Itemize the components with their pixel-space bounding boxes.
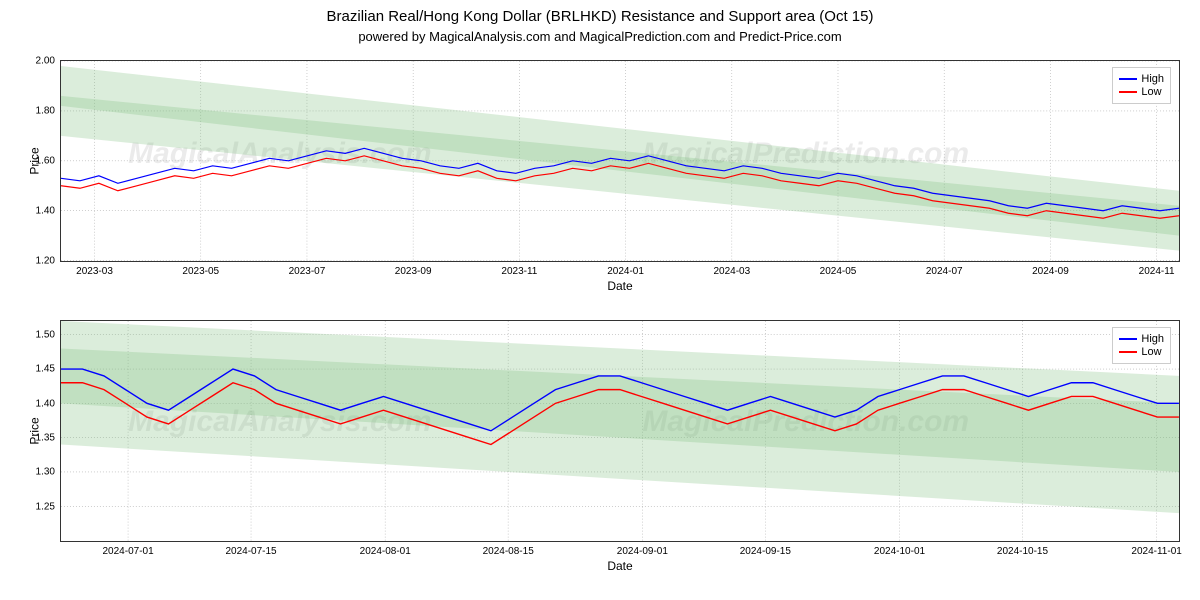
top-plot-svg — [61, 61, 1179, 261]
ytick-label: 1.30 — [36, 467, 61, 478]
top-chart: Price Date MagicalAnalysis.com MagicalPr… — [60, 60, 1180, 262]
bottom-plot-svg — [61, 321, 1179, 541]
ytick-label: 1.20 — [36, 256, 61, 267]
legend-high-row: High — [1119, 73, 1164, 85]
xtick-label: 2023-11 — [501, 266, 537, 277]
legend-low-row: Low — [1119, 86, 1164, 98]
chart-title: Brazilian Real/Hong Kong Dollar (BRLHKD)… — [0, 0, 1200, 25]
xtick-label: 2023-05 — [182, 266, 219, 277]
xtick-label: 2024-11 — [1139, 266, 1175, 277]
bottom-chart: Price Date MagicalAnalysis.com MagicalPr… — [60, 320, 1180, 542]
xtick-label: 2024-10-15 — [997, 546, 1048, 557]
ytick-label: 1.50 — [36, 329, 61, 340]
xtick-label: 2024-09-01 — [617, 546, 668, 557]
xtick-label: 2023-03 — [76, 266, 113, 277]
ytick-label: 1.45 — [36, 364, 61, 375]
ytick-label: 1.40 — [36, 206, 61, 217]
xtick-label: 2024-07-15 — [225, 546, 276, 557]
ytick-label: 1.60 — [36, 156, 61, 167]
xtick-label: 2024-11-01 — [1131, 546, 1181, 557]
legend-high-swatch — [1119, 78, 1137, 80]
xtick-label: 2024-05 — [820, 266, 857, 277]
legend-low-label: Low — [1141, 86, 1161, 98]
legend-low-swatch-2 — [1119, 351, 1137, 353]
bottom-xlabel: Date — [607, 559, 632, 573]
legend-low-label-2: Low — [1141, 346, 1161, 358]
top-legend: High Low — [1112, 67, 1171, 104]
legend-low-row-2: Low — [1119, 346, 1164, 358]
figure-container: Brazilian Real/Hong Kong Dollar (BRLHKD)… — [0, 0, 1200, 600]
legend-high-label-2: High — [1141, 333, 1164, 345]
ytick-label: 1.25 — [36, 501, 61, 512]
top-support-bands — [61, 66, 1179, 251]
ytick-label: 1.40 — [36, 398, 61, 409]
xtick-label: 2024-01 — [607, 266, 644, 277]
ytick-label: 2.00 — [36, 56, 61, 67]
legend-high-swatch-2 — [1119, 338, 1137, 340]
xtick-label: 2024-03 — [713, 266, 750, 277]
legend-high-label: High — [1141, 73, 1164, 85]
xtick-label: 2024-07-01 — [103, 546, 154, 557]
xtick-label: 2024-08-01 — [360, 546, 411, 557]
legend-high-row-2: High — [1119, 333, 1164, 345]
bottom-legend: High Low — [1112, 327, 1171, 364]
xtick-label: 2024-09 — [1032, 266, 1069, 277]
xtick-label: 2024-07 — [926, 266, 963, 277]
ytick-label: 1.80 — [36, 106, 61, 117]
chart-subtitle: powered by MagicalAnalysis.com and Magic… — [0, 25, 1200, 44]
bottom-support-bands — [61, 321, 1179, 513]
xtick-label: 2023-09 — [395, 266, 432, 277]
top-xlabel: Date — [607, 279, 632, 293]
xtick-label: 2024-08-15 — [483, 546, 534, 557]
ytick-label: 1.35 — [36, 432, 61, 443]
xtick-label: 2023-07 — [289, 266, 326, 277]
xtick-label: 2024-10-01 — [874, 546, 925, 557]
xtick-label: 2024-09-15 — [740, 546, 791, 557]
legend-low-swatch — [1119, 91, 1137, 93]
